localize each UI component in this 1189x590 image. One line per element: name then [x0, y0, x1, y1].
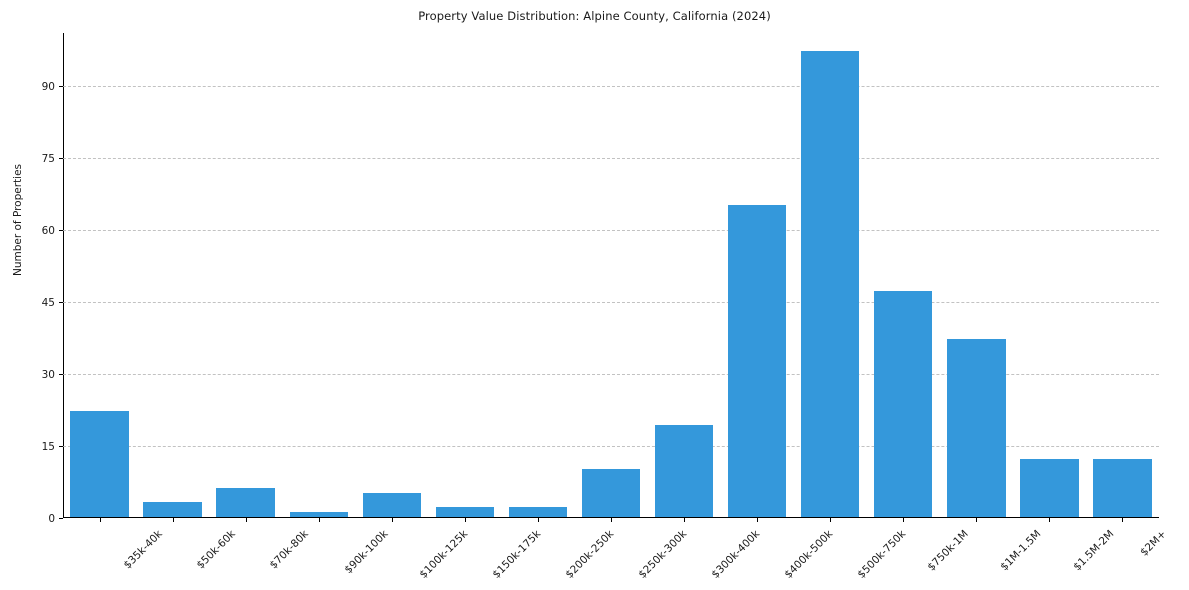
bar[interactable] [800, 50, 860, 517]
bar[interactable] [216, 487, 275, 517]
x-tick-mark [391, 518, 393, 522]
y-tick-label: 60 [41, 224, 55, 237]
x-tick-label: $35k-40k [120, 528, 165, 572]
x-tick-label: $500k-750k [855, 528, 909, 581]
x-tick-label: $200k-250k [563, 528, 617, 581]
bar[interactable] [874, 291, 933, 517]
x-tick-mark [757, 518, 759, 522]
gridline [63, 229, 1159, 231]
gridline [63, 85, 1159, 87]
x-tick-label: $250k-300k [636, 528, 690, 581]
x-tick-label: $1M-1.5M [998, 528, 1044, 574]
bar[interactable] [508, 507, 568, 517]
x-tick-mark [99, 518, 101, 522]
x-tick-mark [611, 518, 612, 522]
y-tick-label: 15 [41, 440, 55, 453]
gridline [63, 373, 1159, 375]
bar[interactable] [435, 507, 495, 517]
bar[interactable] [70, 411, 129, 517]
x-tick-mark [172, 518, 174, 522]
y-tick-mark [59, 301, 63, 303]
bar[interactable] [1020, 459, 1079, 517]
y-axis-spine [63, 33, 65, 518]
y-tick-label: 75 [41, 152, 55, 165]
x-tick-mark [464, 518, 466, 522]
x-tick-mark [976, 518, 978, 522]
y-tick-mark [59, 373, 63, 375]
x-tick-mark [245, 518, 247, 522]
x-tick-mark [684, 518, 686, 522]
x-tick-label: $400k-500k [782, 528, 836, 581]
bar[interactable] [727, 204, 787, 517]
x-axis-spine [63, 516, 1159, 518]
y-tick-label: 90 [41, 80, 55, 93]
x-tick-label: $70k-80k [267, 528, 311, 572]
y-tick-mark [59, 157, 63, 159]
y-axis-tick-labels: 0 15 30 45 60 75 90 [0, 33, 55, 525]
x-tick-mark [318, 518, 320, 522]
gridline [63, 445, 1159, 447]
x-tick-label: $90k-100k [342, 528, 391, 577]
bar[interactable] [654, 425, 714, 517]
y-tick-mark [59, 85, 63, 87]
x-tick-label: $300k-400k [709, 528, 763, 581]
x-tick-mark [1122, 518, 1124, 522]
bar[interactable] [362, 492, 422, 517]
gridline [63, 301, 1159, 303]
y-tick-label: 0 [48, 513, 55, 525]
x-tick-label: $750k-1M [925, 528, 972, 574]
x-tick-mark [903, 518, 905, 522]
x-tick-label: $150k-175k [490, 528, 544, 581]
y-tick-label: 45 [41, 296, 55, 309]
x-tick-mark [1049, 518, 1051, 522]
y-tick-label: 30 [41, 368, 55, 381]
bar[interactable] [289, 511, 348, 517]
bar[interactable] [947, 339, 1006, 517]
plot-area [59, 33, 1159, 519]
y-tick-mark [59, 229, 63, 231]
y-tick-mark [59, 518, 63, 519]
x-tick-label: $50k-60k [194, 528, 238, 572]
x-tick-mark [830, 518, 832, 522]
bar[interactable] [143, 502, 202, 517]
x-tick-mark [537, 518, 539, 522]
bar[interactable] [581, 468, 641, 517]
y-tick-mark [59, 445, 63, 447]
x-tick-label: $1.5M-2M [1071, 528, 1117, 574]
x-axis-ticks [63, 518, 1159, 524]
gridline [63, 157, 1159, 159]
bar[interactable] [1093, 459, 1152, 517]
x-tick-label: $100k-125k [417, 528, 471, 581]
x-tick-label: $2M+ [1138, 528, 1170, 559]
chart-title: Property Value Distribution: Alpine Coun… [418, 9, 771, 23]
